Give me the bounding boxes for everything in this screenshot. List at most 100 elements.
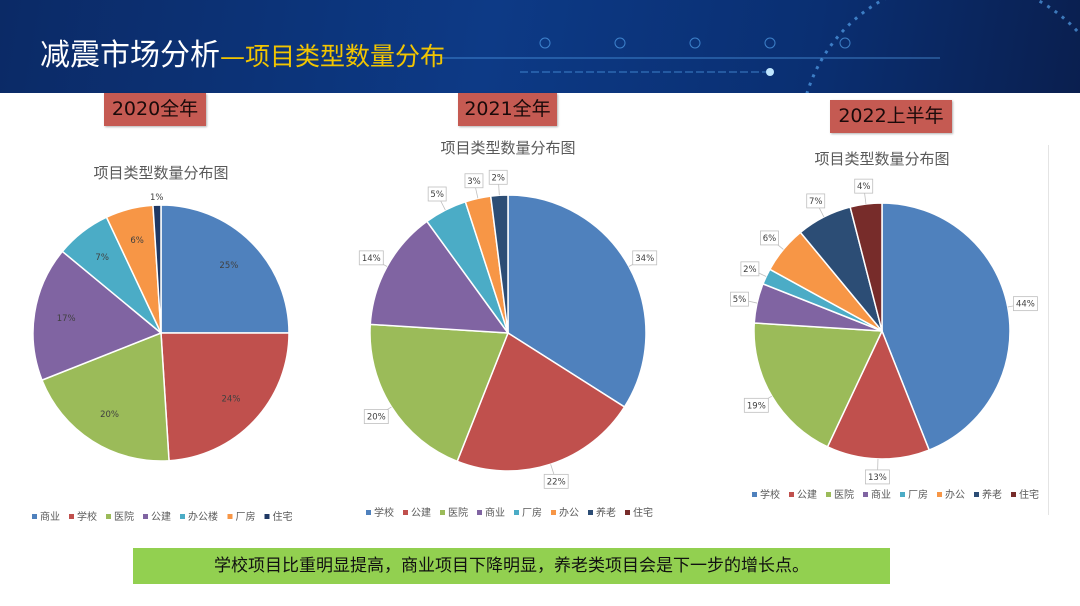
data-label-box bbox=[1013, 296, 1038, 312]
legend-item: 学校 bbox=[760, 488, 780, 501]
data-label: 6% bbox=[130, 236, 144, 246]
data-label: 19% bbox=[747, 401, 766, 411]
pie-slice-学校 bbox=[160, 332, 290, 462]
legend-swatch bbox=[264, 514, 270, 519]
chart-border bbox=[1048, 145, 1049, 515]
data-label-box bbox=[760, 230, 779, 246]
legend-item: 办公楼 bbox=[188, 510, 218, 523]
legend-swatch bbox=[900, 492, 905, 497]
legend-item: 学校 bbox=[374, 506, 394, 519]
legend-item: 医院 bbox=[448, 506, 468, 519]
data-label-box bbox=[730, 291, 749, 307]
conclusion-note: 学校项目比重明显提高，商业项目下降明显，养老类项目会是下一步的增长点。 bbox=[133, 548, 890, 584]
pie-slice-公建 bbox=[826, 329, 931, 460]
legend-swatch bbox=[106, 514, 111, 519]
pie-slice-学校 bbox=[507, 194, 647, 408]
legend-swatch bbox=[514, 510, 519, 515]
legend-item: 医院 bbox=[834, 488, 854, 501]
data-label: 44% bbox=[1016, 300, 1035, 310]
legend-item: 厂房 bbox=[522, 506, 542, 519]
pie-slice-商业 bbox=[160, 204, 290, 334]
legend-item: 学校 bbox=[77, 510, 97, 523]
data-label: 3% bbox=[467, 177, 481, 187]
legend-swatch bbox=[588, 510, 593, 515]
data-label: 7% bbox=[809, 197, 823, 207]
legend-swatch bbox=[789, 492, 794, 497]
pie-slice-住宅 bbox=[152, 204, 162, 334]
legend-item: 办公 bbox=[945, 488, 965, 501]
data-label-box bbox=[358, 250, 384, 266]
data-label-box bbox=[806, 193, 826, 209]
data-label: 4% bbox=[857, 182, 871, 192]
data-label: 20% bbox=[367, 413, 386, 423]
legend-item: 住宅 bbox=[633, 506, 653, 519]
data-label-box bbox=[488, 169, 508, 185]
legend-item: 住宅 bbox=[1019, 488, 1039, 501]
data-label: 7% bbox=[95, 253, 109, 263]
legend-swatch bbox=[69, 514, 74, 519]
header-banner: 减震市场分析—项目类型数量分布 bbox=[0, 0, 1080, 93]
chart-title: 项目类型数量分布图 bbox=[440, 139, 575, 157]
data-label: 5% bbox=[733, 295, 747, 305]
legend-item: 商业 bbox=[485, 506, 505, 519]
legend-swatch bbox=[625, 510, 630, 515]
page-title: 减震市场分析—项目类型数量分布 bbox=[40, 30, 445, 74]
data-label: 20% bbox=[100, 410, 119, 420]
chart-title: 项目类型数量分布图 bbox=[93, 164, 228, 182]
pie-chart-0: 项目类型数量分布图 25% 24% 20% 17% 7% 6% 1% 商业 学校 医院 公建 办公楼 厂房… bbox=[32, 164, 293, 523]
data-label-box bbox=[740, 261, 760, 277]
legend-swatch bbox=[32, 514, 37, 519]
data-label-box bbox=[427, 186, 447, 202]
legend-item: 公建 bbox=[411, 506, 431, 519]
data-label-box bbox=[543, 473, 569, 489]
data-label: 24% bbox=[222, 395, 241, 405]
legend-item: 公建 bbox=[151, 510, 171, 523]
year-2020-label: 2020全年 bbox=[104, 93, 206, 126]
legend-item: 养老 bbox=[982, 488, 1002, 501]
year-2022-label: 2022上半年 bbox=[830, 100, 952, 133]
legend-item: 养老 bbox=[596, 506, 616, 519]
data-label: 13% bbox=[868, 473, 887, 483]
data-label: 25% bbox=[219, 261, 238, 271]
data-label: 5% bbox=[430, 190, 444, 200]
legend-item: 公建 bbox=[797, 488, 817, 501]
pie-chart-2: 项目类型数量分布图 44% 13% 19% 5% 2% 6% 7% 4% 学校 公建 医院 商业 厂房 办公… bbox=[730, 150, 1039, 501]
legend-swatch bbox=[180, 514, 185, 519]
legend-swatch bbox=[551, 510, 556, 515]
data-label: 2% bbox=[743, 265, 757, 275]
legend-swatch bbox=[143, 514, 148, 519]
chart-title: 项目类型数量分布图 bbox=[814, 150, 949, 168]
legend-swatch bbox=[440, 510, 445, 515]
data-label: 14% bbox=[362, 254, 381, 264]
data-label-box bbox=[464, 173, 484, 189]
data-label-box bbox=[865, 469, 890, 485]
data-label: 34% bbox=[635, 254, 654, 264]
data-label-box bbox=[854, 178, 874, 194]
title-main: 减震市场分析 bbox=[40, 38, 220, 73]
legend-item: 办公 bbox=[559, 506, 579, 519]
data-label: 6% bbox=[763, 234, 777, 244]
year-2021-label: 2021全年 bbox=[458, 93, 557, 126]
legend-item: 住宅 bbox=[273, 510, 293, 523]
data-label: 22% bbox=[547, 477, 566, 487]
pie-chart-1: 项目类型数量分布图 34% 22% 20% 14% 5% 3% 2% 学校 公建 医院 商业 厂房 办公 养… bbox=[358, 139, 658, 519]
pie-slice-学校 bbox=[881, 202, 1011, 451]
legend-item: 商业 bbox=[871, 488, 891, 501]
legend-swatch bbox=[1011, 492, 1016, 497]
data-label-box bbox=[632, 250, 658, 266]
data-label: 1% bbox=[150, 193, 164, 203]
legend-item: 商业 bbox=[40, 510, 60, 523]
data-label: 2% bbox=[491, 173, 505, 183]
legend-swatch bbox=[937, 492, 942, 497]
data-label-box bbox=[363, 409, 389, 424]
pie-slice-公建 bbox=[456, 331, 626, 472]
legend-item: 医院 bbox=[114, 510, 134, 523]
legend-swatch bbox=[974, 492, 979, 497]
legend-swatch bbox=[752, 492, 757, 497]
legend-item: 厂房 bbox=[908, 488, 928, 501]
data-label-box bbox=[743, 397, 769, 413]
legend-swatch bbox=[366, 510, 371, 515]
pie-slice-医院 bbox=[753, 322, 884, 448]
legend-swatch bbox=[863, 492, 868, 497]
